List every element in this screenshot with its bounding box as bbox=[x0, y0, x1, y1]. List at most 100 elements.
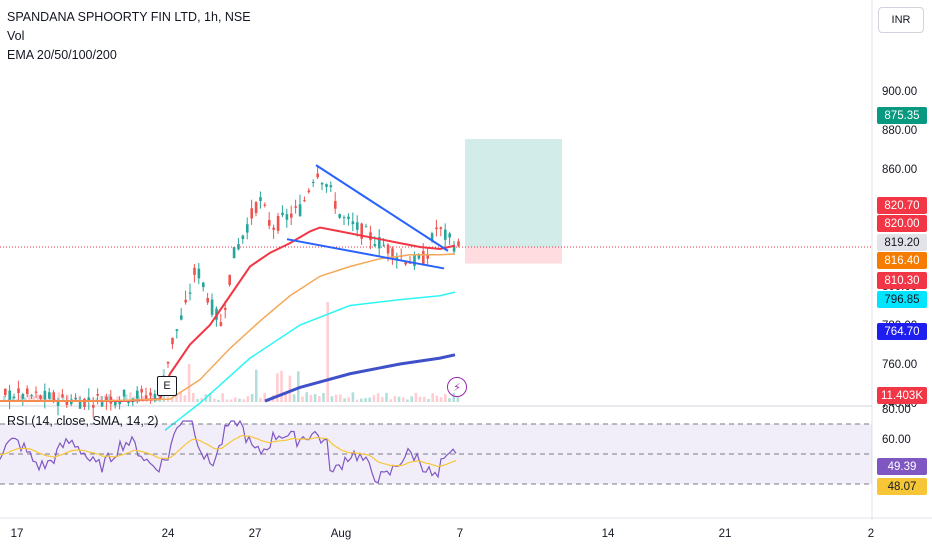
candle-body bbox=[325, 184, 328, 187]
volume-bar bbox=[326, 302, 329, 402]
volume-bar bbox=[124, 394, 128, 402]
candle-body bbox=[347, 216, 350, 220]
time-tick-label: 27 bbox=[249, 528, 262, 540]
currency-button[interactable]: INR bbox=[878, 7, 924, 33]
candle-body bbox=[237, 244, 240, 250]
time-tick-label: 24 bbox=[162, 528, 175, 540]
volume-bar bbox=[175, 394, 178, 402]
candle-body bbox=[448, 233, 451, 238]
candle-body bbox=[61, 394, 64, 398]
candle-body bbox=[144, 395, 148, 399]
candle-body bbox=[34, 391, 38, 393]
time-tick-label: 14 bbox=[602, 528, 615, 540]
price-tag: 796.85 bbox=[877, 291, 927, 308]
volume-bar bbox=[171, 397, 174, 402]
candle-body bbox=[83, 398, 86, 407]
volume-bar bbox=[339, 394, 342, 402]
candle-body bbox=[12, 396, 16, 398]
rsi-tick-label: 60.00 bbox=[882, 434, 911, 446]
volume-bar bbox=[389, 399, 392, 402]
volume-bar bbox=[435, 395, 439, 402]
candle-body bbox=[391, 248, 394, 259]
candle-body bbox=[290, 213, 293, 218]
volume-bar bbox=[238, 398, 241, 402]
volume-bar bbox=[313, 393, 317, 402]
lightning-icon[interactable]: ⚡ bbox=[447, 377, 467, 397]
candle-body bbox=[417, 255, 421, 259]
volume-bar bbox=[255, 369, 258, 402]
volume-bar bbox=[381, 397, 384, 402]
candle-body bbox=[127, 402, 130, 404]
candle-body bbox=[210, 299, 214, 315]
candle-body bbox=[87, 397, 91, 402]
candle-body bbox=[30, 395, 33, 397]
candle-body bbox=[118, 401, 121, 405]
candle-body bbox=[78, 401, 82, 409]
volume-bar bbox=[250, 393, 254, 402]
volume-bar bbox=[103, 395, 107, 402]
volume-bar bbox=[372, 395, 376, 402]
volume-bar bbox=[259, 397, 262, 402]
trendline-1 bbox=[315, 164, 449, 252]
candle-body bbox=[224, 307, 227, 310]
candle-body bbox=[281, 212, 284, 216]
candle-body bbox=[263, 204, 267, 206]
volume-bar bbox=[99, 396, 103, 402]
candle-body bbox=[122, 389, 126, 397]
candle-body bbox=[334, 201, 337, 209]
volume-bar bbox=[439, 397, 443, 402]
volume-bar bbox=[242, 399, 245, 402]
volume-bar bbox=[129, 392, 132, 402]
price-tag: 820.70 bbox=[877, 197, 927, 214]
price-tag: 819.20 bbox=[877, 234, 927, 251]
volume-bar bbox=[402, 397, 405, 402]
volume-bar bbox=[364, 398, 367, 402]
candle-body bbox=[413, 254, 416, 267]
candle-body bbox=[136, 390, 139, 399]
volume-bar bbox=[276, 373, 279, 402]
loss-zone bbox=[465, 247, 562, 264]
volume-bar bbox=[355, 399, 359, 402]
candle-body bbox=[140, 389, 143, 393]
volume-bar bbox=[452, 392, 455, 402]
volume-bar bbox=[3, 396, 6, 402]
profit-zone bbox=[465, 139, 562, 247]
candle-body bbox=[439, 227, 443, 229]
rsi-price-tag: 49.39 bbox=[877, 458, 927, 475]
candle-body bbox=[180, 315, 183, 320]
volume-bar bbox=[431, 393, 434, 402]
volume-bar bbox=[301, 396, 304, 402]
candle-body bbox=[303, 200, 306, 202]
ema-200-line bbox=[264, 353, 456, 403]
candle-body bbox=[369, 232, 372, 241]
candle-body bbox=[312, 181, 315, 183]
candle-body bbox=[320, 182, 324, 185]
price-tag: 764.70 bbox=[877, 323, 927, 340]
volume-bar bbox=[229, 399, 233, 402]
candle-body bbox=[395, 256, 399, 260]
candle-body bbox=[17, 388, 20, 394]
volume-bar bbox=[116, 396, 119, 402]
rsi-line bbox=[0, 419, 457, 484]
volume-bar bbox=[133, 396, 136, 402]
volume-bar bbox=[318, 395, 321, 402]
volume-bar bbox=[385, 392, 388, 402]
candle-body bbox=[373, 244, 377, 246]
volume-bar bbox=[376, 393, 380, 402]
ema-legend: EMA 20/50/100/200 bbox=[7, 48, 117, 62]
candle-body bbox=[96, 394, 99, 396]
price-tag: 820.00 bbox=[877, 215, 927, 232]
candle-body bbox=[285, 214, 289, 220]
trendline-2 bbox=[286, 238, 445, 270]
candle-body bbox=[171, 337, 174, 345]
candle-body bbox=[435, 227, 438, 230]
candle-body bbox=[329, 185, 333, 188]
chart-title: SPANDANA SPHOORTY FIN LTD, 1h, NSE bbox=[7, 10, 251, 24]
earnings-marker[interactable]: E bbox=[157, 376, 177, 396]
volume-bar bbox=[208, 393, 212, 402]
candle-body bbox=[228, 274, 231, 285]
candle-body bbox=[202, 282, 205, 288]
rsi-ma-line bbox=[0, 434, 457, 468]
candle-body bbox=[21, 394, 25, 399]
